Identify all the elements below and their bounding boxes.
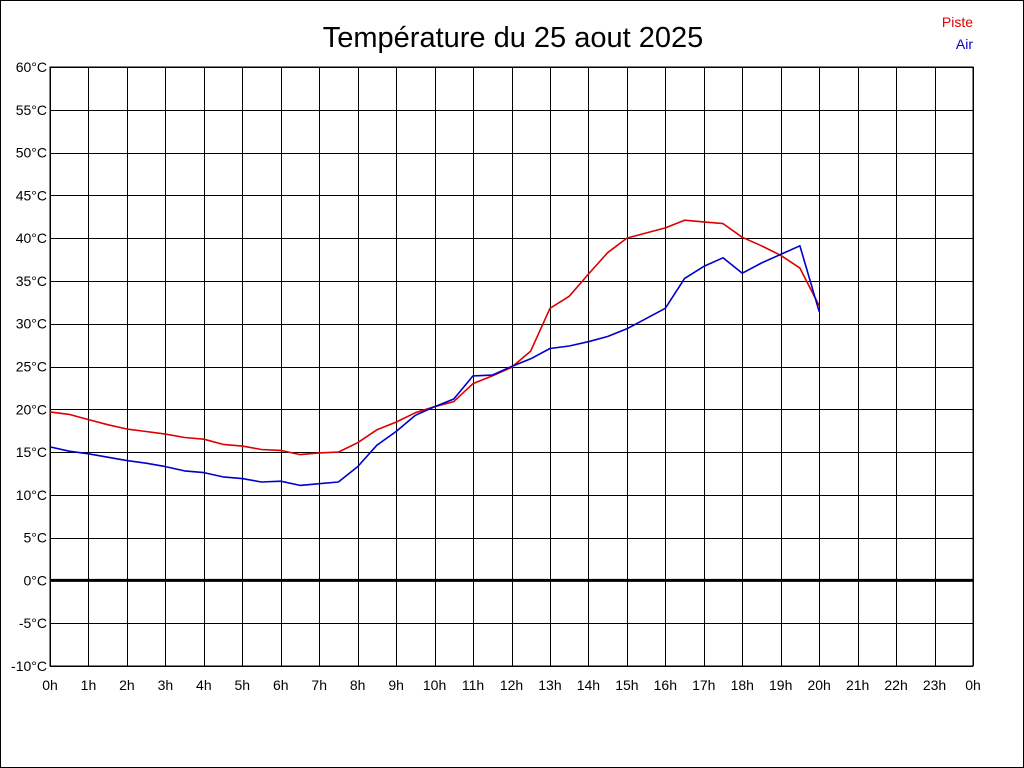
x-tick-label: 23h	[923, 677, 946, 693]
x-tick-label: 9h	[388, 677, 404, 693]
x-tick-label: 2h	[119, 677, 135, 693]
y-tick-label: 25°C	[16, 359, 47, 375]
x-tick-label: 3h	[158, 677, 174, 693]
x-tick-label: 4h	[196, 677, 212, 693]
x-tick-label: 19h	[769, 677, 792, 693]
axes: 0h 1h 2h 3h 4h 5h 6h 7h 8h 9h 10h 11h 12h 13h 14h 15h 16…	[11, 59, 981, 693]
x-tick-label: 21h	[846, 677, 869, 693]
y-tick-label: -5°C	[19, 615, 47, 631]
x-tick-label: 11h	[462, 677, 484, 693]
chart-title: Température du 25 aout 2025	[323, 22, 704, 54]
y-tick-label: 55°C	[16, 102, 47, 118]
x-tick-label: 15h	[615, 677, 638, 693]
x-tick-label: 0h	[42, 677, 58, 693]
y-tick-label: 10°C	[16, 487, 47, 503]
x-tick-label: 22h	[884, 677, 907, 693]
x-tick-label: 0h	[965, 677, 981, 693]
x-tick-label: 17h	[692, 677, 715, 693]
y-tick-label: 45°C	[16, 187, 47, 203]
y-tick-label: -10°C	[11, 658, 47, 674]
x-tick-label: 7h	[311, 677, 327, 693]
x-tick-label: 5h	[235, 677, 251, 693]
x-tick-label: 1h	[81, 677, 97, 693]
x-tick-label: 12h	[500, 677, 523, 693]
x-tick-label: 20h	[807, 677, 830, 693]
legend-entry-piste: Piste	[942, 14, 973, 30]
x-tick-label: 6h	[273, 677, 289, 693]
legend-entry-air: Air	[956, 36, 973, 52]
y-tick-label: 0°C	[24, 572, 48, 588]
y-tick-label: 40°C	[16, 230, 47, 246]
y-tick-label: 15°C	[16, 444, 47, 460]
x-tick-label: 18h	[731, 677, 754, 693]
y-tick-label: 30°C	[16, 316, 47, 332]
series-lines	[49, 219, 820, 487]
y-tick-label: 5°C	[24, 530, 48, 546]
y-tick-label: 35°C	[16, 273, 47, 289]
y-tick-label: 20°C	[16, 401, 47, 417]
x-tick-label: 8h	[350, 677, 366, 693]
legend: Piste Air	[942, 14, 973, 52]
y-tick-label: 50°C	[16, 145, 47, 161]
x-tick-label: 14h	[577, 677, 600, 693]
series-line-air	[49, 245, 820, 487]
x-tick-label: 10h	[423, 677, 446, 693]
x-tick-label: 13h	[538, 677, 561, 693]
x-tick-label: 16h	[654, 677, 677, 693]
y-tick-label: 60°C	[16, 59, 47, 75]
